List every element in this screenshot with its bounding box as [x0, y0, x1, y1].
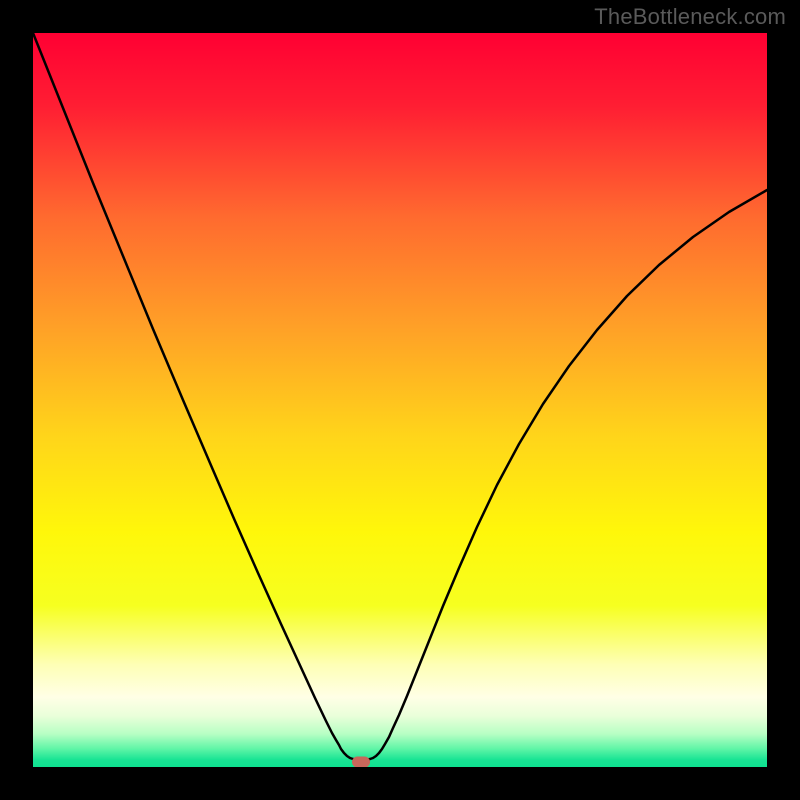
curve-minimum-marker: [352, 757, 370, 768]
watermark-text: TheBottleneck.com: [594, 4, 786, 30]
chart-svg: [33, 33, 767, 767]
chart-background: [33, 33, 767, 767]
bottleneck-chart: [33, 33, 767, 767]
